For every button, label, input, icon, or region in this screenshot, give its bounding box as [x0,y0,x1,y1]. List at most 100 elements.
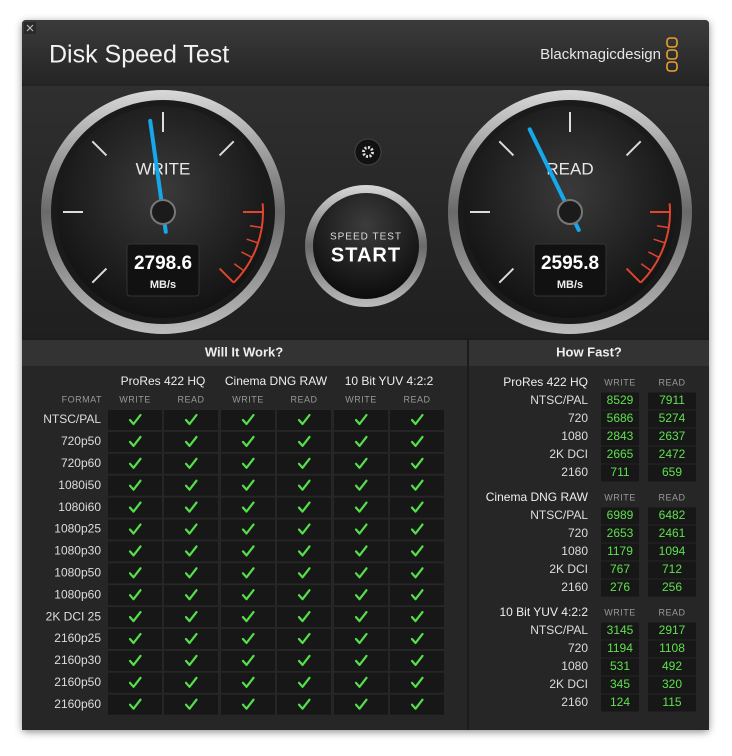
close-icon[interactable] [26,24,34,32]
value-cell [648,676,696,694]
check-icon [128,698,142,710]
format-label: 2K DCI [549,447,588,461]
start-face[interactable] [313,193,419,299]
check-icon [297,698,311,710]
check-icon [297,589,311,601]
column-header: READ [177,394,204,404]
speed-value: 2843 [607,429,634,443]
format-label: 720 [568,641,588,655]
speed-value: 492 [662,659,682,673]
gauge-tick [648,251,660,259]
check-icon [297,632,311,645]
value-cell [601,543,639,561]
gauge-tick [233,263,245,272]
gauge-tick [218,140,235,157]
status-cell [334,694,388,715]
status-cell [277,672,331,693]
value-cell [648,561,696,579]
check-icon [184,435,198,447]
check-icon [184,676,198,688]
close-button[interactable] [24,22,36,34]
status-cell [164,563,218,584]
check-icon [410,479,424,491]
format-label: NTSC/PAL [530,393,588,407]
panel-title: Will It Work? [205,344,283,359]
gauge-tick [498,267,515,284]
speed-value: 7911 [659,393,685,407]
gauge-redline [640,203,671,284]
codec-header: 10 Bit YUV 4:2:2 [500,605,589,619]
format-label: NTSC/PAL [530,508,588,522]
status-cell [164,541,218,562]
status-cell [221,694,275,715]
settings-circle[interactable] [354,138,382,166]
app-title: Disk Speed Test [49,41,229,69]
format-label: 1080i50 [58,478,101,492]
status-cell [221,453,275,474]
status-cell [277,563,331,584]
status-cell [108,541,162,562]
status-cell [164,497,218,518]
check-icon [184,545,198,557]
gauge-tick [653,238,666,244]
start-button[interactable]: SPEED TEST START [305,185,427,307]
check-icon [297,501,311,513]
status-cell [277,694,331,715]
status-cell [164,629,218,649]
status-cell [277,629,331,649]
check-icon [241,457,255,469]
status-cell [221,585,275,606]
speed-value: 345 [610,677,630,691]
status-cell [221,541,275,562]
status-cell [390,694,444,715]
format-label: 2160 [561,580,588,594]
value-cell [601,464,639,482]
codec-header: ProRes 422 HQ [503,375,588,389]
value-cell [648,507,696,525]
speed-value: 124 [610,695,630,709]
status-cell [390,431,444,452]
column-header: READ [658,377,685,387]
gauge-tick [625,140,642,157]
check-icon [241,654,255,666]
status-cell [108,694,162,715]
codec-header: 10 Bit YUV 4:2:2 [345,374,434,388]
column-header: READ [290,394,317,404]
title-bar [22,20,709,86]
check-icon [241,479,255,491]
format-label: 720p60 [61,456,101,470]
status-cell [164,694,218,715]
column-header: WRITE [604,607,636,617]
status-cell [108,672,162,693]
check-icon [241,589,255,601]
value-cell [601,446,639,464]
check-icon [410,654,424,666]
column-header: WRITE [604,377,636,387]
check-icon [184,479,198,491]
status-cell [390,672,444,693]
value-cell [648,392,696,410]
start-label[interactable]: START [331,244,401,266]
check-icon [128,479,142,491]
value-cell [601,640,639,658]
check-icon [354,501,368,513]
status-cell [108,519,162,540]
gauge-tick [218,267,235,284]
status-cell [221,497,275,518]
settings-icon[interactable] [362,146,374,158]
column-header: READ [658,492,685,502]
status-cell [390,585,444,606]
value-cell [648,410,696,428]
gauge-tick [246,238,259,244]
check-icon [354,545,368,557]
check-icon [354,632,368,645]
status-cell [334,629,388,649]
start-caption[interactable]: SPEED TEST [330,232,402,243]
value-cell [601,410,639,428]
check-icon [241,676,255,688]
settings-button[interactable] [354,138,382,166]
check-icon [184,413,198,426]
status-cell [221,672,275,693]
gauge-tick [249,225,262,229]
column-header: READ [403,394,430,404]
